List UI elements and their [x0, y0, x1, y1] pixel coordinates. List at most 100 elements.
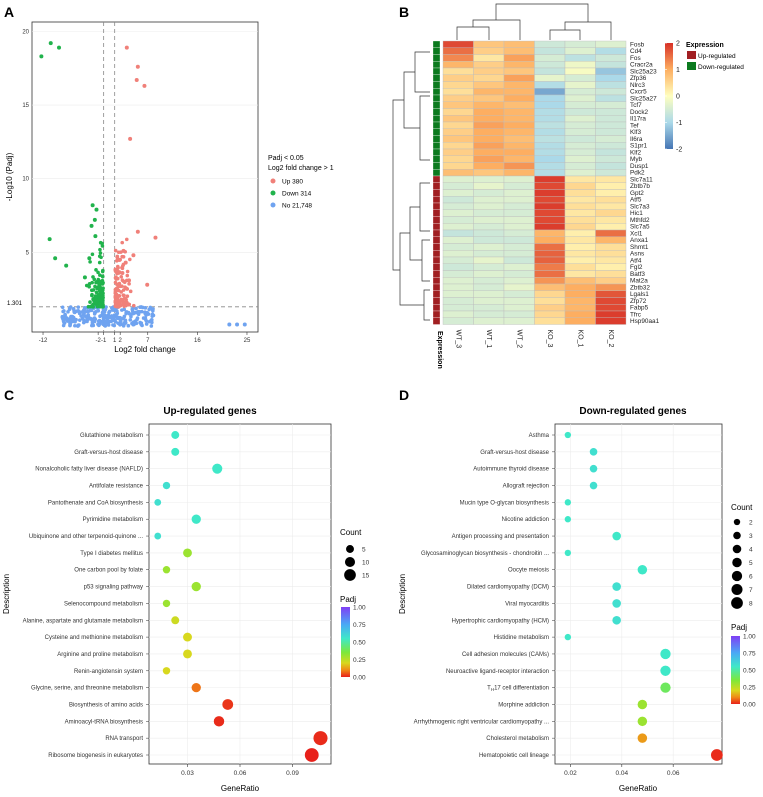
heatmap-cell — [564, 270, 596, 278]
volcano-point-ns — [81, 320, 86, 325]
volcano-point-up — [117, 294, 121, 298]
heatmap-cell — [503, 121, 535, 129]
heatmap-colorbar-tick-label: -2 — [676, 147, 682, 154]
dot-term-label: Arrhythmogenic right ventricular cardiom… — [414, 719, 550, 725]
heatmap-cell — [564, 81, 596, 89]
volcano-point-up — [145, 282, 150, 287]
dot-down-x-label: GeneRatio — [619, 784, 658, 793]
heatmap-cell — [564, 175, 596, 183]
volcano-point-ns — [121, 324, 126, 328]
heatmap-cell — [473, 290, 505, 298]
panel-label-c: C — [4, 387, 14, 403]
heatmap-cell — [442, 209, 474, 217]
heatmap-annotation-cell — [432, 196, 441, 204]
heatmap-cell — [442, 155, 474, 163]
heatmap-cell — [595, 250, 627, 258]
heatmap-cell — [473, 135, 505, 143]
dot-term-label: Mucin type O-glycan biosynthesis — [460, 500, 549, 506]
dot-size-legend-dot — [344, 569, 356, 581]
heatmap-row-label: Fabp5 — [630, 305, 649, 312]
dot-up-term-labels: Glutathione metabolism Graft-versus-host … — [23, 433, 149, 759]
heatmap-cell — [534, 196, 566, 204]
heatmap-cell — [442, 169, 474, 177]
heatmap-row-label: Dusp1 — [630, 163, 649, 170]
volcano-point-ns — [92, 310, 97, 315]
heatmap-cell — [503, 142, 535, 150]
heatmap-cell — [442, 108, 474, 116]
dot-term-label: Morphine addiction — [498, 702, 549, 708]
volcano-point-down — [92, 217, 97, 222]
heatmap-cell — [595, 40, 627, 48]
volcano-legend-up-dot — [270, 178, 276, 184]
heatmap-cell — [534, 47, 566, 55]
heatmap-cell — [534, 67, 566, 75]
volcano-point-ns — [73, 323, 77, 328]
panel-label-b: B — [399, 4, 409, 20]
heatmap-annotation-cell — [432, 229, 441, 237]
volcano-point-ns — [123, 318, 128, 323]
volcano-point-down — [100, 299, 104, 303]
volcano-point-ns — [130, 311, 135, 316]
heatmap-cell — [442, 189, 474, 197]
heatmap-cell — [564, 202, 596, 210]
heatmap-cell — [473, 169, 505, 177]
heatmap-cell — [473, 61, 505, 69]
volcano-point-ns — [62, 309, 66, 313]
heatmap-cell — [503, 67, 535, 75]
heatmap-cell — [534, 162, 566, 170]
heatmap-cell — [442, 283, 474, 291]
volcano-point-ns — [79, 310, 83, 314]
dot-term-point — [637, 733, 648, 743]
dot-size-legend-label: 15 — [362, 573, 370, 580]
volcano-point-down — [87, 284, 91, 289]
heatmap-cell — [534, 216, 566, 224]
volcano-point-up — [119, 274, 124, 279]
heatmap-annotation-cell — [432, 277, 441, 285]
heatmap-cell — [534, 148, 566, 156]
volcano-plot: -12 -2 -1 1 2 7 16 25 5 10 15 20 1.301 Log2 fold c… — [5, 21, 334, 354]
heatmap-cell — [442, 229, 474, 237]
volcano-point-up — [114, 287, 119, 292]
volcano-point-down — [101, 286, 105, 290]
dot-term-point — [191, 682, 201, 693]
heatmap-cell — [595, 162, 627, 170]
heatmap-column-labels: WT_3 WT_1 WT_2 KO_3 KO_1 KO_2 — [454, 330, 614, 349]
heatmap-cell — [473, 216, 505, 224]
heatmap-cell — [442, 223, 474, 231]
heatmap-cell — [595, 236, 627, 244]
dot-term-label: RNA transport — [105, 736, 143, 742]
heatmap-annotation-cell — [432, 297, 441, 305]
heatmap-cell — [534, 202, 566, 210]
volcano-point-up — [116, 269, 120, 274]
heatmap-cell — [564, 61, 596, 69]
heatmap-cell — [442, 243, 474, 251]
heatmap-column-label: WT_2 — [515, 330, 522, 349]
dot-term-point — [612, 599, 621, 608]
heatmap-cell — [534, 101, 566, 109]
volcano-point-ns — [84, 315, 88, 319]
volcano-point-up — [120, 254, 124, 259]
dot-term-label: Graft-versus-host disease — [74, 450, 143, 456]
volcano-point-down — [89, 288, 94, 293]
volcano-point-ns — [128, 318, 133, 322]
volcano-point-ns — [139, 322, 143, 327]
heatmap-cell — [595, 54, 627, 62]
heatmap-cell — [595, 270, 627, 278]
dot-padj-tick-label: 0.00 — [353, 675, 366, 682]
volcano-point-up — [114, 277, 119, 281]
heatmap-annotation-cell — [432, 67, 441, 75]
heatmap-annotation-cell — [432, 61, 441, 69]
heatmap-annotation-cell — [432, 40, 441, 48]
volcano-x-tick-label: -2 — [95, 338, 101, 344]
heatmap-cell — [534, 304, 566, 312]
volcano-point-up — [135, 229, 140, 234]
volcano-point-down — [89, 223, 94, 228]
heatmap-cell — [595, 182, 627, 190]
volcano-y-tick-label: 10 — [22, 177, 29, 183]
dot-term-label: Biosynthesis of amino acids — [69, 702, 143, 708]
dot-term-label: Nonalcoholic fatty liver disease (NAFLD) — [35, 467, 143, 473]
dot-term-label: Type I diabetes mellitus — [80, 551, 143, 557]
heatmap-cell — [564, 290, 596, 298]
volcano-point-up — [113, 294, 118, 298]
heatmap-cell — [503, 54, 535, 62]
